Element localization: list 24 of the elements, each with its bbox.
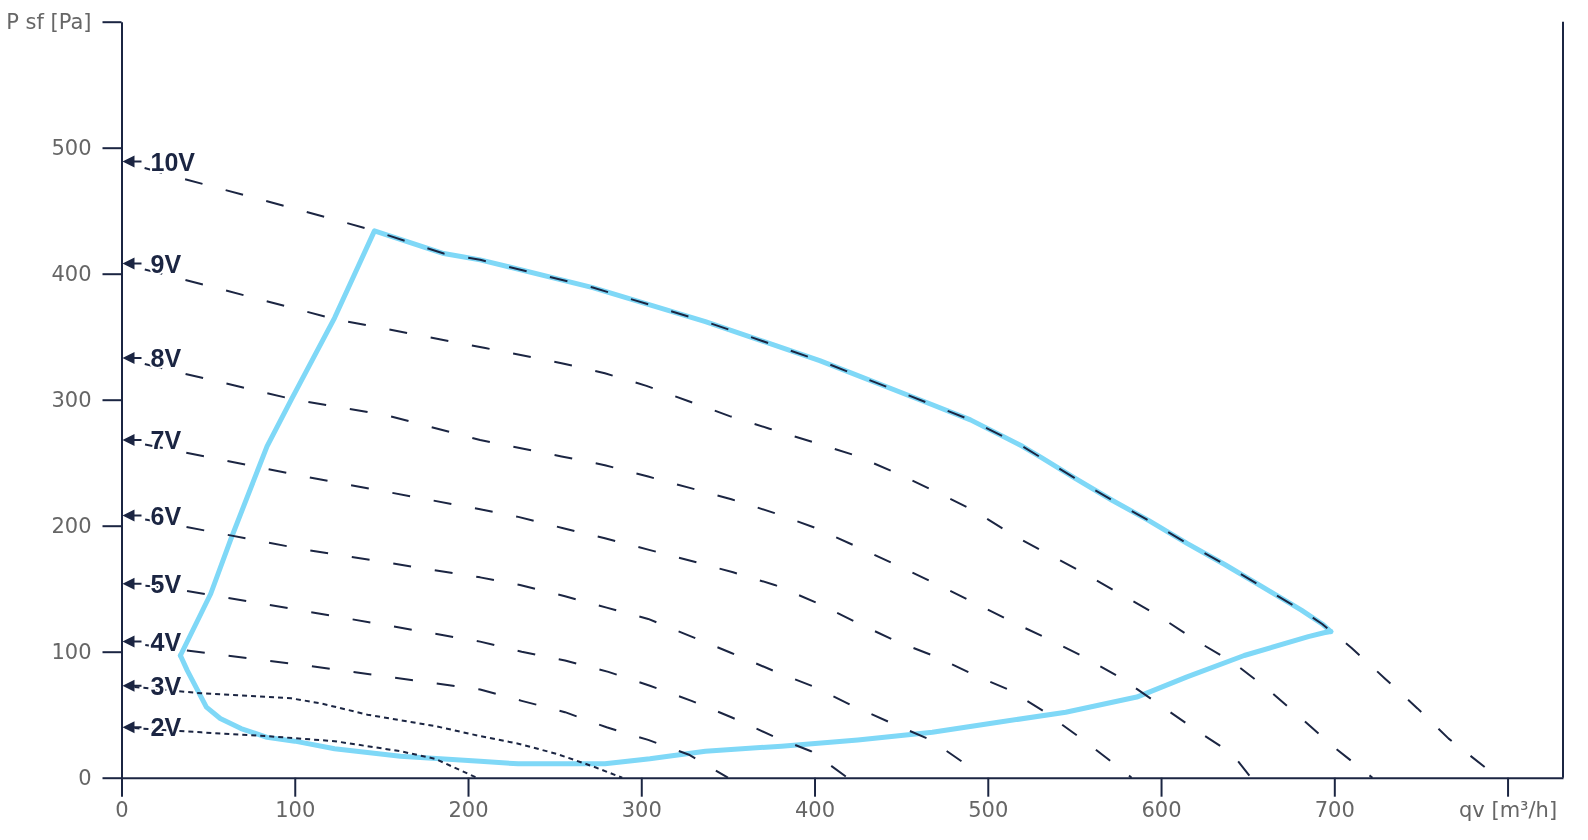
legend-label: 6V xyxy=(150,501,182,530)
y-tick-label: 500 xyxy=(51,135,92,160)
y-tick-label: P sf [Pa] xyxy=(6,9,92,34)
legend-label: 9V xyxy=(150,249,182,278)
x-tick-label: 0 xyxy=(115,797,129,822)
x-tick-label: qv [m³/h] xyxy=(1459,797,1558,822)
legend-label: 3V xyxy=(150,671,182,700)
legend-label: 8V xyxy=(150,344,182,373)
x-tick-label: 300 xyxy=(621,797,662,822)
y-tick-label: 100 xyxy=(51,639,92,664)
y-tick-label: 0 xyxy=(78,765,92,790)
x-tick-label: 100 xyxy=(275,797,316,822)
x-tick-label: 500 xyxy=(968,797,1009,822)
x-tick-label: 200 xyxy=(448,797,489,822)
x-tick-label: 700 xyxy=(1314,797,1355,822)
legend-label: 2V xyxy=(150,713,182,742)
y-tick-label: 400 xyxy=(51,261,92,286)
legend-label: 10V xyxy=(150,147,196,176)
x-tick-label: 600 xyxy=(1141,797,1182,822)
y-tick-label: 300 xyxy=(51,387,92,412)
x-tick-label: 400 xyxy=(794,797,836,822)
legend-label: 5V xyxy=(150,569,182,598)
legend-label: 7V xyxy=(150,426,182,455)
y-tick-label: 200 xyxy=(51,513,92,538)
